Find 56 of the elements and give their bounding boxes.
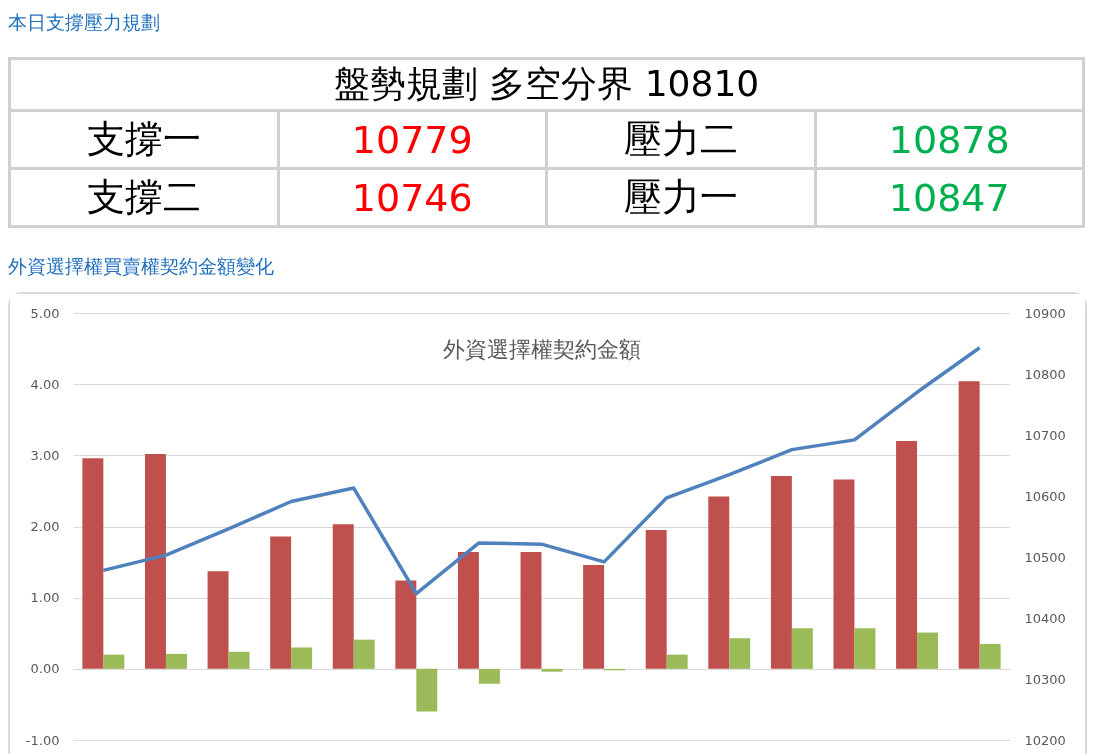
bar: [416, 668, 438, 712]
y-tick-label: -1.00: [25, 732, 60, 748]
text: 外資選擇權契約金額: [442, 337, 641, 362]
y-tick-label: 0.00: [30, 661, 60, 677]
bar: [165, 653, 187, 669]
y-tick-label: 2.00: [30, 519, 60, 534]
y2-tick-label: 10300: [1024, 671, 1066, 687]
y-tick-label: 1.00: [30, 590, 60, 606]
bar: [708, 496, 730, 669]
y2-tick-label: 10600: [1024, 488, 1066, 504]
bar: [666, 654, 688, 669]
bar: [332, 524, 354, 669]
bar: [291, 647, 313, 669]
data-label: 10878: [815, 110, 1084, 169]
bar: [583, 564, 605, 669]
y2-tick-label: 10400: [1024, 610, 1066, 626]
bar: [958, 381, 980, 669]
category-label: 支撐二: [9, 168, 278, 227]
category-label: 壓力一: [546, 168, 815, 227]
bar: [791, 628, 813, 669]
bar: [207, 571, 229, 669]
bar: [270, 536, 292, 669]
bar: [896, 441, 918, 669]
bar: [833, 479, 855, 669]
bar: [228, 651, 250, 669]
category-label: 壓力二: [546, 110, 815, 169]
y-tick-label: 3.00: [30, 447, 60, 463]
data-label: 10847: [815, 168, 1084, 227]
bar: [520, 552, 542, 669]
y2-tick-label: 10200: [1024, 732, 1066, 748]
bar: [144, 453, 166, 669]
data-label: 10746: [278, 168, 547, 227]
text: 外資選擇權買賣權契約金額變化: [8, 254, 274, 279]
text: 盤勢規劃 多空分界 10810: [9, 58, 1084, 111]
bar: [729, 638, 751, 669]
category-label: 支撐一: [9, 110, 278, 169]
y2-tick-label: 10500: [1024, 549, 1066, 565]
data-label: 10779: [278, 110, 547, 169]
bar: [645, 530, 667, 669]
bar: [353, 639, 375, 669]
text: 本日支撐壓力規劃: [8, 10, 160, 35]
y2-tick-label: 10800: [1024, 366, 1066, 382]
bar: [979, 643, 1001, 669]
y-tick-label: 5.00: [30, 305, 60, 321]
bar: [917, 632, 939, 669]
y2-tick-label: 10700: [1024, 427, 1066, 443]
bar: [457, 552, 479, 669]
bar: [854, 628, 876, 669]
y2-tick-label: 10900: [1024, 305, 1066, 321]
bar: [541, 668, 563, 672]
bar: [82, 458, 104, 669]
bar: [103, 654, 125, 669]
bar: [770, 475, 792, 669]
y-tick-label: 4.00: [30, 376, 60, 392]
bar: [395, 580, 417, 669]
bar: [478, 668, 500, 684]
